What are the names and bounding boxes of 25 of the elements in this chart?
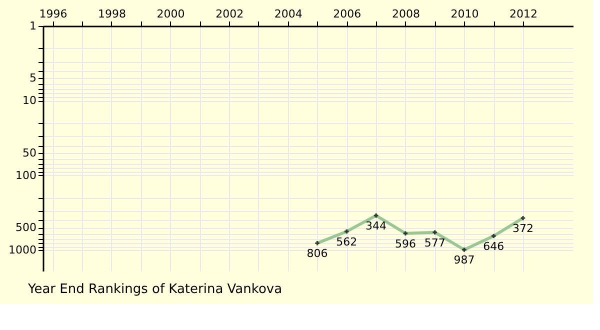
x-tick-label: 1996 [39,8,68,20]
x-tick-label: 2002 [216,8,244,20]
y-tick-label: 5 [30,72,36,85]
x-tick-label: 2008 [392,8,420,20]
data-label: 596 [394,237,416,250]
x-tick-label: 2012 [510,8,538,20]
y-tick-label: 100 [16,168,36,182]
x-tick-label: 1998 [98,8,126,20]
text: Year End Rankings of Katerina Vankova [27,282,282,297]
x-tick-label: 2010 [450,8,479,20]
data-label: 577 [424,236,446,250]
data-label: 806 [306,247,328,260]
y-tick-label: 50 [22,146,36,160]
data-label: 646 [483,240,504,253]
data-label: 344 [366,220,387,233]
data-label: 562 [336,235,358,248]
x-tick-label: 2000 [156,8,185,20]
x-tick-label: 2006 [333,8,362,20]
y-tick-label: 10 [22,94,36,108]
data-label: 987 [454,254,475,267]
x-tick-label: 2004 [274,8,302,20]
y-tick-label: 500 [16,221,36,234]
y-tick-label: 1000 [8,244,36,257]
y-tick-label: 1 [30,20,36,32]
data-label: 372 [512,222,534,236]
